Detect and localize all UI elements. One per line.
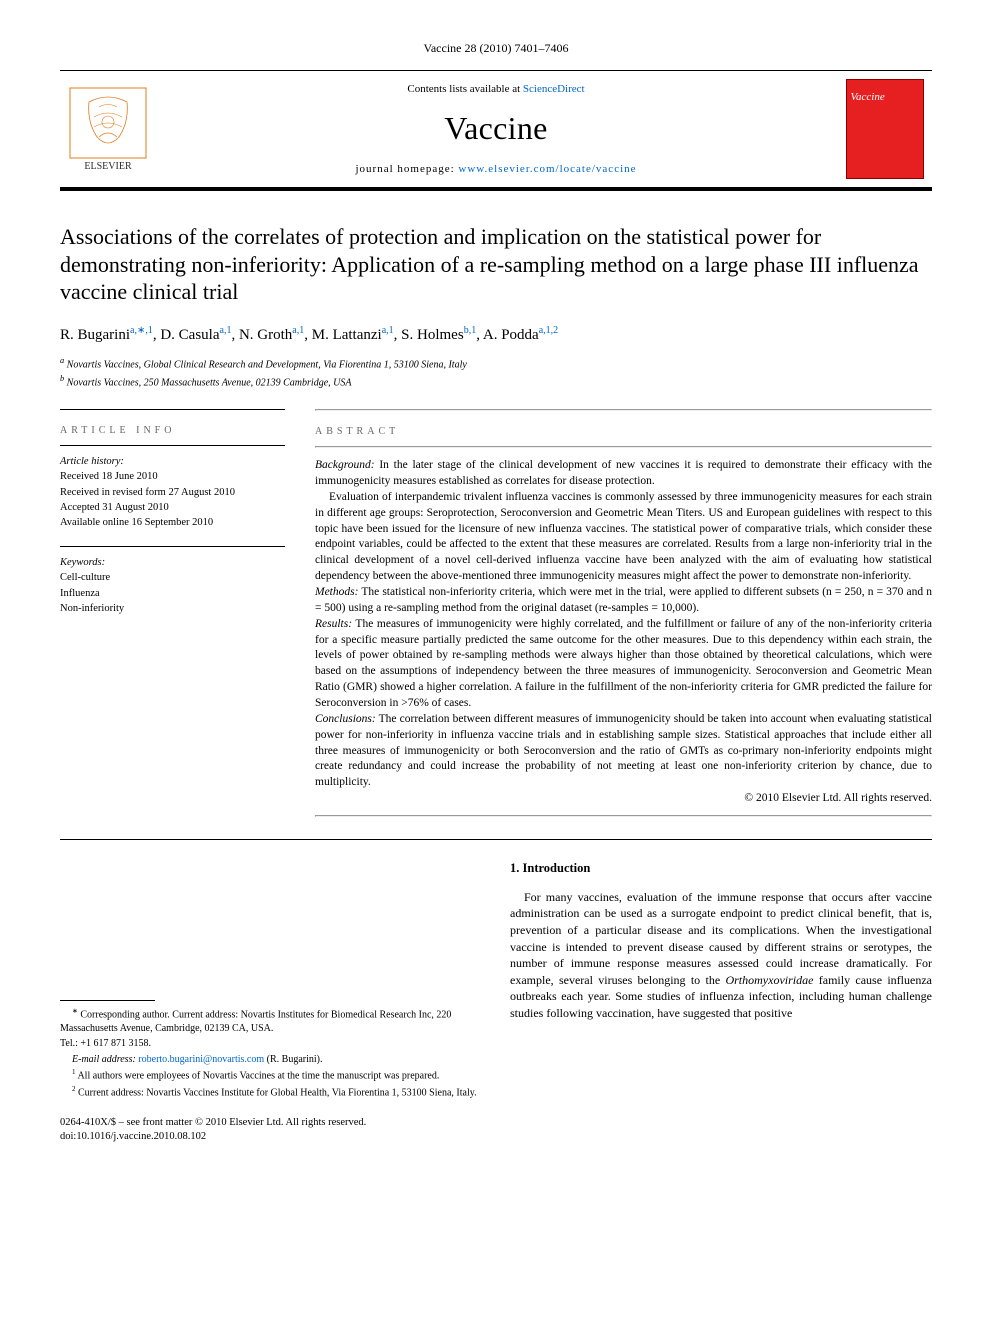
keyword: Cell-culture (60, 570, 285, 585)
background-text-1: In the later stage of the clinical devel… (315, 459, 932, 487)
methods-label: Methods: (315, 586, 358, 598)
email-label: E-mail address: (72, 1054, 138, 1065)
journal-title: Vaccine (155, 107, 837, 150)
journal-header-center: Contents lists available at ScienceDirec… (155, 82, 837, 177)
front-matter-line: 0264-410X/$ – see front matter © 2010 El… (60, 1116, 480, 1130)
introduction-heading: 1. Introduction (510, 860, 932, 877)
publisher-logo-wrap: ELSEVIER (60, 87, 155, 172)
corresponding-author: Corresponding author. Current address: N… (60, 1009, 451, 1034)
author-marks: a,1 (220, 325, 232, 336)
section-divider (60, 839, 932, 840)
author-list: R. Bugarinia,∗,1, D. Casulaa,1, N. Groth… (60, 324, 932, 345)
svg-text:ELSEVIER: ELSEVIER (84, 161, 132, 172)
journal-cover-title: Vaccine (851, 90, 919, 105)
affiliations: a Novartis Vaccines, Global Clinical Res… (60, 355, 932, 391)
keywords-heading: Keywords: (60, 557, 105, 568)
affiliation: a Novartis Vaccines, Global Clinical Res… (60, 355, 932, 373)
author: N. Groth (239, 327, 292, 343)
body-two-col: ∗ Corresponding author. Current address:… (60, 860, 932, 1144)
intro-paragraph: For many vaccines, evaluation of the imm… (510, 889, 932, 1021)
affiliation: b Novartis Vaccines, 250 Massachusetts A… (60, 373, 932, 391)
left-column: ∗ Corresponding author. Current address:… (60, 860, 480, 1144)
history-line: Received 18 June 2010 (60, 469, 285, 484)
footnotes: ∗ Corresponding author. Current address:… (60, 1007, 480, 1100)
article-info-column: ARTICLE INFO Article history: Received 1… (60, 409, 285, 817)
journal-cover-wrap: Vaccine (837, 79, 932, 179)
journal-cover-icon: Vaccine (846, 79, 924, 179)
article-info-label: ARTICLE INFO (60, 424, 285, 438)
history-line: Accepted 31 August 2010 (60, 500, 285, 515)
footnote-2: Current address: Novartis Vaccines Insti… (76, 1087, 477, 1098)
journal-homepage: journal homepage: www.elsevier.com/locat… (155, 162, 837, 177)
history-line: Available online 16 September 2010 (60, 515, 285, 530)
author-marks: a,1 (382, 325, 394, 336)
results-text: The measures of immunogenicity were high… (315, 618, 932, 709)
abstract-top-rule (315, 409, 932, 411)
results-label: Results: (315, 618, 352, 630)
corresponding-tel: Tel.: +1 617 871 3158. (60, 1037, 480, 1051)
author: D. Casula (160, 327, 219, 343)
abstract-copyright: © 2010 Elsevier Ltd. All rights reserved… (315, 791, 932, 807)
column-spacer (60, 860, 480, 1000)
methods-text: The statistical non-inferiority criteria… (315, 586, 932, 614)
front-matter-footer: 0264-410X/$ – see front matter © 2010 El… (60, 1116, 480, 1144)
contents-prefix: Contents lists available at (407, 83, 522, 95)
footnote-1: All authors were employees of Novartis V… (76, 1071, 440, 1082)
author-marks: a,∗,1 (130, 325, 153, 336)
homepage-prefix: journal homepage: (355, 163, 458, 175)
author: M. Lattanzi (312, 327, 382, 343)
background-label: Background: (315, 459, 375, 471)
author: R. Bugarini (60, 327, 130, 343)
email-paren: (R. Bugarini). (264, 1054, 322, 1065)
sciencedirect-link[interactable]: ScienceDirect (523, 83, 585, 95)
info-rule-2 (60, 546, 285, 547)
keyword: Non-inferiority (60, 601, 285, 616)
journal-header: ELSEVIER Contents lists available at Sci… (60, 70, 932, 191)
email-link[interactable]: roberto.bugarini@novartis.com (138, 1054, 264, 1065)
footnotes-rule (60, 1000, 155, 1001)
abstract-rule-1 (315, 446, 932, 448)
info-abstract-row: ARTICLE INFO Article history: Received 1… (60, 409, 932, 817)
article-title: Associations of the correlates of protec… (60, 223, 932, 306)
author-marks: a,1 (292, 325, 304, 336)
history-line: Received in revised form 27 August 2010 (60, 485, 285, 500)
author: A. Podda (483, 327, 539, 343)
homepage-link[interactable]: www.elsevier.com/locate/vaccine (458, 163, 636, 175)
author-marks: b,1 (464, 325, 477, 336)
journal-reference: Vaccine 28 (2010) 7401–7406 (60, 40, 932, 56)
introduction-body: For many vaccines, evaluation of the imm… (510, 889, 932, 1021)
author: S. Holmes (401, 327, 464, 343)
right-column: 1. Introduction For many vaccines, evalu… (510, 860, 932, 1144)
abstract-label: ABSTRACT (315, 425, 932, 439)
conclusions-label: Conclusions: (315, 713, 376, 725)
keywords-block: Keywords: Cell-culture Influenza Non-inf… (60, 555, 285, 616)
info-top-rule (60, 409, 285, 410)
abstract-bottom-rule (315, 815, 932, 817)
conclusions-text: The correlation between different measur… (315, 713, 932, 788)
elsevier-logo-icon: ELSEVIER (69, 87, 147, 172)
background-text-2: Evaluation of interpandemic trivalent in… (315, 490, 932, 585)
contents-label: Contents lists available at ScienceDirec… (155, 82, 837, 97)
abstract-body: Background: In the later stage of the cl… (315, 458, 932, 807)
keyword: Influenza (60, 586, 285, 601)
info-rule-1 (60, 445, 285, 446)
abstract-column: ABSTRACT Background: In the later stage … (315, 409, 932, 817)
doi: doi:10.1016/j.vaccine.2010.08.102 (60, 1130, 480, 1144)
history-heading: Article history: (60, 456, 124, 467)
article-history: Article history: Received 18 June 2010 R… (60, 454, 285, 530)
author-marks: a,1,2 (539, 325, 558, 336)
